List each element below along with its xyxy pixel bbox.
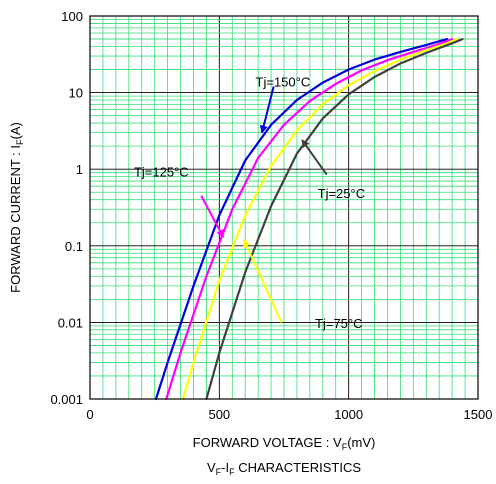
series-line [205, 37, 464, 401]
series-line [182, 37, 459, 401]
series-layer [154, 37, 464, 401]
x-tick-label: 500 [208, 407, 230, 422]
x-tick-label: 1500 [464, 407, 493, 422]
grid [90, 16, 478, 399]
y-tick-label: 100 [61, 9, 83, 24]
annotation-arrow [259, 86, 275, 134]
annotation-label: Tj=75°C [315, 316, 362, 331]
plot-frame [89, 15, 479, 400]
annotation-arrow [242, 238, 283, 323]
y-axis-label: FORWARD CURRENT : IF(A) [8, 122, 25, 293]
annotation-label: Tj=25°C [318, 186, 365, 201]
annotation-arrow [301, 139, 328, 176]
y-tick-label: 10 [69, 86, 83, 101]
annotation-layer: Tj=150°C Tj=125°C Tj=75°C Tj=25°C [134, 75, 365, 331]
series-line [154, 37, 449, 401]
annotation-arrow [200, 195, 225, 238]
tick-labels: 0 500 1000 1500 0.001 0.01 0.1 1 10 100 [50, 9, 492, 422]
annotation-label: Tj=125°C [134, 165, 189, 180]
y-tick-label: 0.01 [58, 315, 83, 330]
y-tick-label: 0.1 [65, 239, 83, 254]
chart-caption: VF-IF CHARACTERISTICS [207, 460, 361, 477]
y-tick-label: 0.001 [50, 392, 83, 407]
x-tick-label: 1000 [334, 407, 363, 422]
x-tick-label: 0 [86, 407, 93, 422]
y-tick-label: 1 [76, 162, 83, 177]
annotation-label: Tj=150°C [256, 75, 311, 90]
x-axis-label: FORWARD VOLTAGE : VF(mV) [193, 435, 376, 452]
series-line [165, 37, 454, 401]
